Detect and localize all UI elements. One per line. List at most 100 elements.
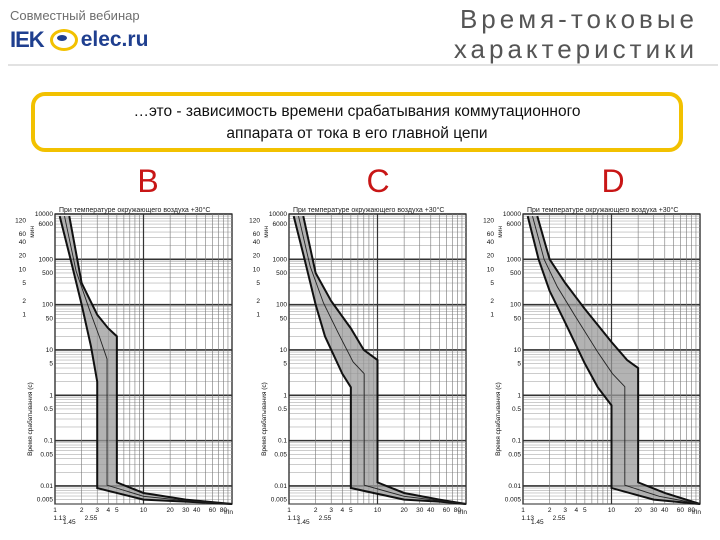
- x-tick-label: 80: [454, 507, 462, 514]
- y-tick-label: 0.5: [44, 406, 53, 413]
- grid: [522, 213, 700, 505]
- x-tick-label: 30: [182, 507, 190, 514]
- curve-c-label: C: [366, 163, 390, 199]
- x-tick-label: 60: [209, 507, 217, 514]
- x-tick-label: 10: [608, 507, 616, 514]
- x-tick-label: 60: [677, 507, 685, 514]
- x-tick-label: 5: [583, 507, 587, 514]
- y-minute-label: 2: [256, 298, 260, 305]
- y-tick-label: 6000: [39, 221, 54, 228]
- y-tick-label: 100: [510, 302, 521, 309]
- callout-line2: аппарата от тока в его главной цепи: [226, 125, 488, 142]
- x-extra-tick-label: 1.45: [63, 519, 76, 526]
- x-tick-label: 60: [443, 507, 451, 514]
- y-minute-label: 120: [483, 217, 494, 224]
- x-tick-label: 2: [80, 507, 84, 514]
- y-tick-label: 10000: [269, 211, 287, 218]
- x-axis-label: I/In: [458, 509, 467, 516]
- x-extra-tick-label: 1.45: [297, 519, 310, 526]
- y-minute-label: 40: [19, 239, 27, 246]
- y-tick-label: 5: [49, 361, 53, 368]
- chart-title: При температуре окружающего воздуха +30°…: [293, 206, 444, 214]
- x-tick-label: 40: [193, 507, 201, 514]
- x-tick-label: 5: [115, 507, 119, 514]
- x-extra-tick-label: 1.13: [521, 515, 534, 522]
- y-minute-label: 20: [487, 253, 495, 260]
- y-tick-label: 100: [42, 302, 53, 309]
- y-minute-label: 10: [487, 266, 495, 273]
- y-tick-label: 0.005: [505, 497, 522, 504]
- upper-limit-curve: [68, 215, 233, 505]
- y-minute-label: 1: [22, 312, 26, 319]
- y-minute-label: 2: [490, 298, 494, 305]
- curve-b-label: B: [137, 163, 159, 199]
- y-tick-label: 0.05: [508, 451, 521, 458]
- x-tick-label: 4: [340, 507, 344, 514]
- chart-curve-c: При температуре окружающего воздуха +30°…: [249, 206, 467, 526]
- x-axis-label: I/In: [692, 509, 701, 516]
- y-minute-label: 20: [253, 253, 261, 260]
- y-tick-label: 0.1: [44, 438, 53, 445]
- y-ticks-seconds: 10000 6000 1000 500 100 50 10 5 1 0.5 0.1 0.05 0.01 0…: [35, 211, 53, 504]
- y-minute-label: 20: [19, 253, 27, 260]
- y-minute-label: 5: [490, 280, 494, 287]
- y-tick-label: 0.005: [37, 497, 54, 504]
- minutes-axis-label: мин: [497, 226, 504, 238]
- y-minute-label: 10: [19, 266, 27, 273]
- definition-callout: …это - зависимость времени срабатывания …: [31, 92, 683, 152]
- slide-title: Время-токовые характеристики: [454, 4, 698, 64]
- x-tick-label: 1: [287, 507, 291, 514]
- x-tick-label: 20: [401, 507, 409, 514]
- chart-curve-d: При температуре окружающего воздуха +30°…: [483, 206, 701, 526]
- x-tick-label: 20: [635, 507, 643, 514]
- x-tick-label: 10: [374, 507, 382, 514]
- y-minute-label: 120: [249, 217, 260, 224]
- grid: [54, 213, 232, 505]
- x-tick-label: 3: [329, 507, 333, 514]
- y-tick-label: 500: [510, 270, 521, 277]
- x-tick-label: 40: [427, 507, 435, 514]
- y-tick-label: 1: [283, 392, 287, 399]
- y-tick-label: 10: [514, 347, 522, 354]
- x-extra-ticks: 1.131.45 2.55: [287, 515, 331, 526]
- y-minute-label: 60: [253, 231, 261, 238]
- y-tick-label: 1000: [39, 256, 54, 263]
- minutes-axis-label: мин: [29, 226, 36, 238]
- y-minute-label: 120: [15, 217, 26, 224]
- elec-logo-icon: [49, 29, 78, 51]
- x-tick-label: 40: [661, 507, 669, 514]
- slide-title-line2: характеристики: [453, 34, 698, 64]
- x-tick-label: 20: [167, 507, 175, 514]
- webinar-label: Совместный вебинар: [10, 8, 140, 23]
- x-extra-ticks: 1.131.45 2.55: [53, 515, 97, 526]
- y-tick-label: 1: [49, 392, 53, 399]
- header-divider: [8, 64, 718, 66]
- y-minute-label: 1: [490, 312, 494, 319]
- y-tick-label: 500: [42, 270, 53, 277]
- x-tick-label: 4: [574, 507, 578, 514]
- y-tick-label: 10: [46, 347, 54, 354]
- middle-curve: [298, 215, 467, 505]
- y-minute-label: 60: [19, 231, 27, 238]
- y-tick-label: 5: [517, 361, 521, 368]
- chart-curve-b: При температуре окружающего воздуха +30°…: [15, 206, 233, 526]
- x-extra-tick-label: 2.55: [553, 515, 566, 522]
- x-tick-label: 80: [688, 507, 696, 514]
- y-minute-label: 60: [487, 231, 495, 238]
- logo-row: IEK elec.ru: [10, 27, 148, 53]
- x-tick-label: 30: [650, 507, 658, 514]
- y-minute-label: 2: [22, 298, 26, 305]
- y-tick-label: 10000: [503, 211, 521, 218]
- x-tick-label: 2: [548, 507, 552, 514]
- y-tick-label: 0.01: [508, 483, 521, 490]
- callout-line1: …это - зависимость времени срабатывания …: [133, 103, 581, 120]
- middle-curve: [64, 215, 233, 505]
- chart-title: При температуре окружающего воздуха +30°…: [527, 206, 678, 214]
- y-tick-label: 1000: [273, 256, 288, 263]
- y-tick-label: 6000: [507, 221, 522, 228]
- y-tick-label: 0.005: [271, 497, 288, 504]
- y-minute-label: 40: [253, 239, 261, 246]
- chart-title: При температуре окружающего воздуха +30°…: [59, 206, 210, 214]
